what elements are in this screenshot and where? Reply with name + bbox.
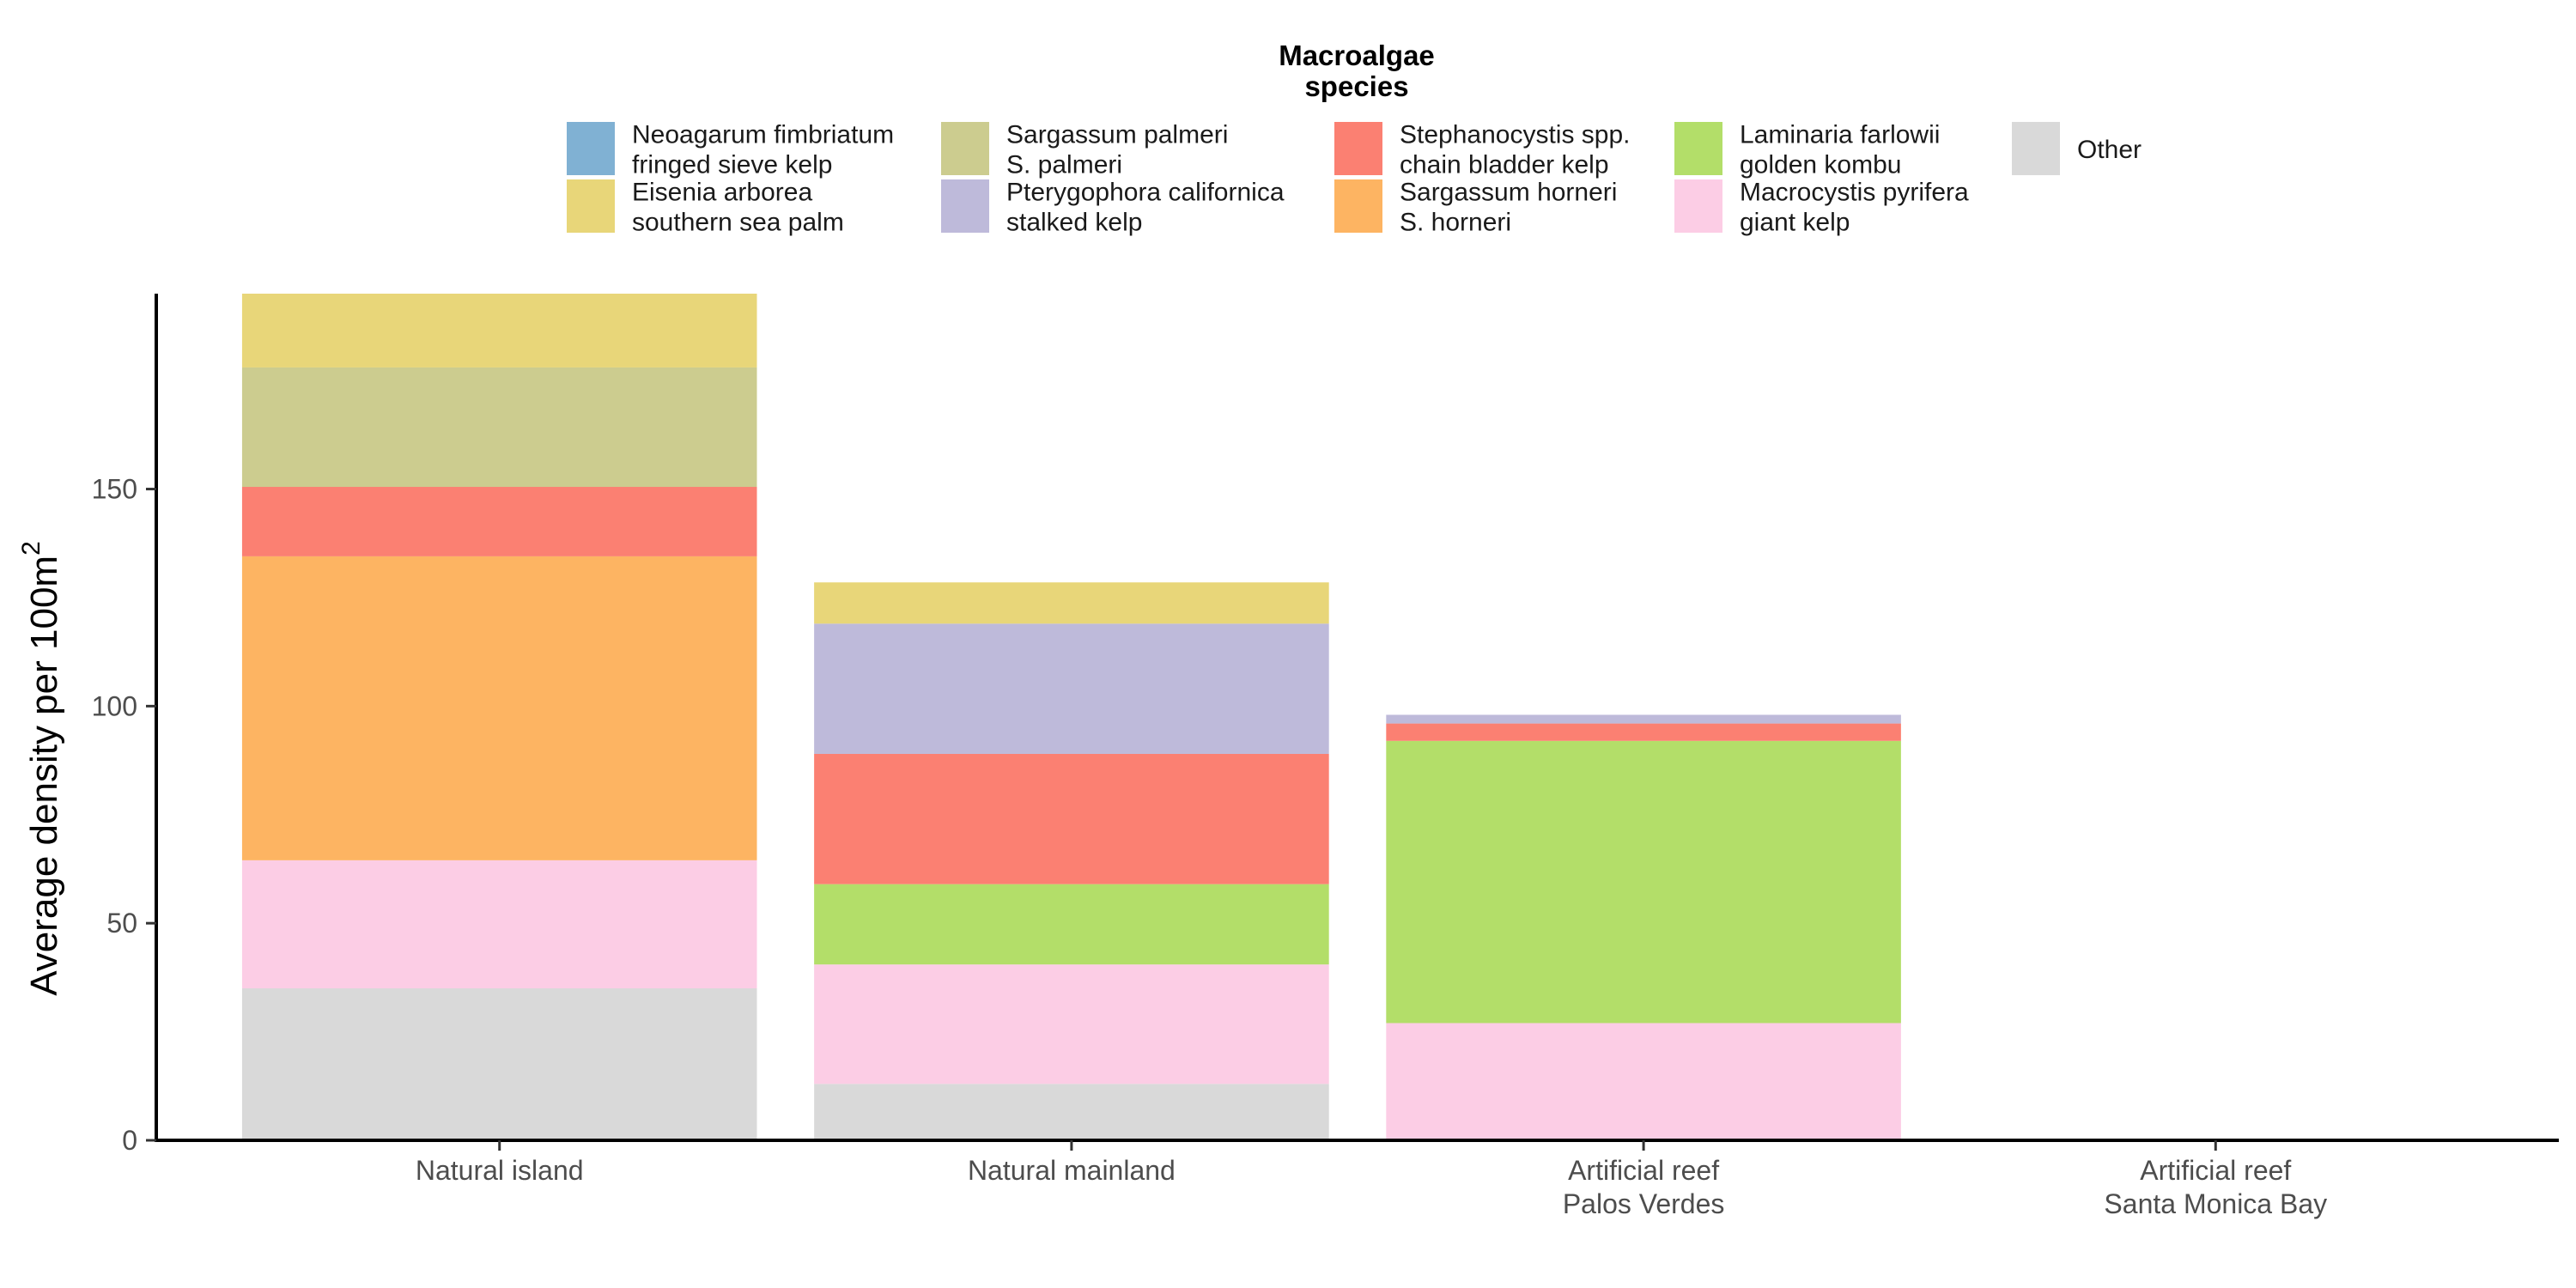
legend-label-macrocystis: Macrocystis pyrifera giant kelp xyxy=(1740,179,1969,237)
bar-natural-mainland-macrocystis xyxy=(814,964,1329,1084)
bar-natural-island-macrocystis xyxy=(241,860,757,989)
bar-natural-island-sargassum-palmeri xyxy=(241,367,757,488)
legend-item-other: Other xyxy=(2012,122,2142,175)
x-tick-label-natural-mainland: Natural mainland xyxy=(968,1155,1176,1186)
bar-natural-island-other xyxy=(241,988,757,1140)
legend-item-sargassum-palmeri: Sargassum palmeri S. palmeri xyxy=(941,121,1228,179)
legend-label-stephanocystis: Stephanocystis spp. chain bladder kelp xyxy=(1400,121,1631,179)
y-tick-label-0: 0 xyxy=(122,1125,137,1156)
bar-artificial-reef-palos-verdes-stephanocystis xyxy=(1386,723,1901,741)
x-tick-label-artificial-reef-palos-verdes: Artificial reef Palos Verdes xyxy=(1563,1155,1725,1219)
bar-natural-mainland-stephanocystis xyxy=(814,753,1329,884)
axes-layer: 0 50 100 150 Natural island Natural mainland A… xyxy=(17,294,2559,1219)
legend-label-sargassum-palmeri: Sargassum palmeri S. palmeri xyxy=(1006,121,1228,179)
legend-key-neoagarum xyxy=(567,122,615,175)
legend-label-neoagarum: Neoagarum fimbriatum fringed sieve kelp xyxy=(632,121,894,179)
bar-natural-mainland-eisenia xyxy=(814,582,1329,624)
y-tick-label-150: 150 xyxy=(92,474,137,505)
legend-item-stephanocystis: Stephanocystis spp. chain bladder kelp xyxy=(1334,121,1631,179)
y-axis-title: Average density per 100m2 xyxy=(17,541,65,996)
legend-key-laminaria xyxy=(1674,122,1722,175)
bar-natural-island-stephanocystis xyxy=(241,487,757,556)
bar-artificial-reef-palos-verdes-laminaria xyxy=(1386,740,1901,1024)
legend-key-eisenia xyxy=(567,179,615,233)
bar-artificial-reef-palos-verdes-macrocystis xyxy=(1386,1023,1901,1140)
legend-label-pterygophora: Pterygophora californica stalked kelp xyxy=(1006,179,1285,237)
bar-natural-mainland-laminaria xyxy=(814,884,1329,965)
bar-artificial-reef-palos-verdes-pterygophora xyxy=(1386,714,1901,724)
legend-item-eisenia: Eisenia arborea southern sea palm xyxy=(567,179,844,237)
legend-key-sargassum-palmeri xyxy=(941,122,989,175)
legend-key-pterygophora xyxy=(941,179,989,233)
legend: Macroalgae species Neoagarum fimbriatum fri… xyxy=(567,39,2142,237)
x-tick-label-natural-island: Natural island xyxy=(416,1155,584,1186)
bar-natural-island-sargassum-horneri xyxy=(241,556,757,860)
y-tick-label-50: 50 xyxy=(106,908,137,939)
bar-natural-mainland-pterygophora xyxy=(814,623,1329,754)
legend-item-sargassum-horneri: Sargassum horneri S. horneri xyxy=(1334,179,1617,237)
legend-title: Macroalgae species xyxy=(1279,39,1435,102)
legend-key-other xyxy=(2012,122,2060,175)
legend-label-eisenia: Eisenia arborea southern sea palm xyxy=(632,179,844,237)
legend-item-neoagarum: Neoagarum fimbriatum fringed sieve kelp xyxy=(567,121,894,179)
legend-label-other: Other xyxy=(2077,136,2142,164)
legend-label-sargassum-horneri: Sargassum horneri S. horneri xyxy=(1400,179,1617,237)
legend-key-stephanocystis xyxy=(1334,122,1382,175)
x-tick-label-artificial-reef-santa-monica-bay: Artificial reef Santa Monica Bay xyxy=(2104,1155,2327,1219)
legend-item-macrocystis: Macrocystis pyrifera giant kelp xyxy=(1674,179,1969,237)
legend-key-sargassum-horneri xyxy=(1334,179,1382,233)
y-tick-label-100: 100 xyxy=(92,690,137,721)
legend-key-macrocystis xyxy=(1674,179,1722,233)
legend-item-laminaria: Laminaria farlowii golden kombu xyxy=(1674,121,1940,179)
bar-natural-mainland-other xyxy=(814,1084,1329,1140)
legend-item-pterygophora: Pterygophora californica stalked kelp xyxy=(941,179,1285,237)
bars-layer xyxy=(241,294,1901,1140)
legend-label-laminaria: Laminaria farlowii golden kombu xyxy=(1740,121,1940,179)
bar-natural-island-eisenia xyxy=(241,294,757,368)
